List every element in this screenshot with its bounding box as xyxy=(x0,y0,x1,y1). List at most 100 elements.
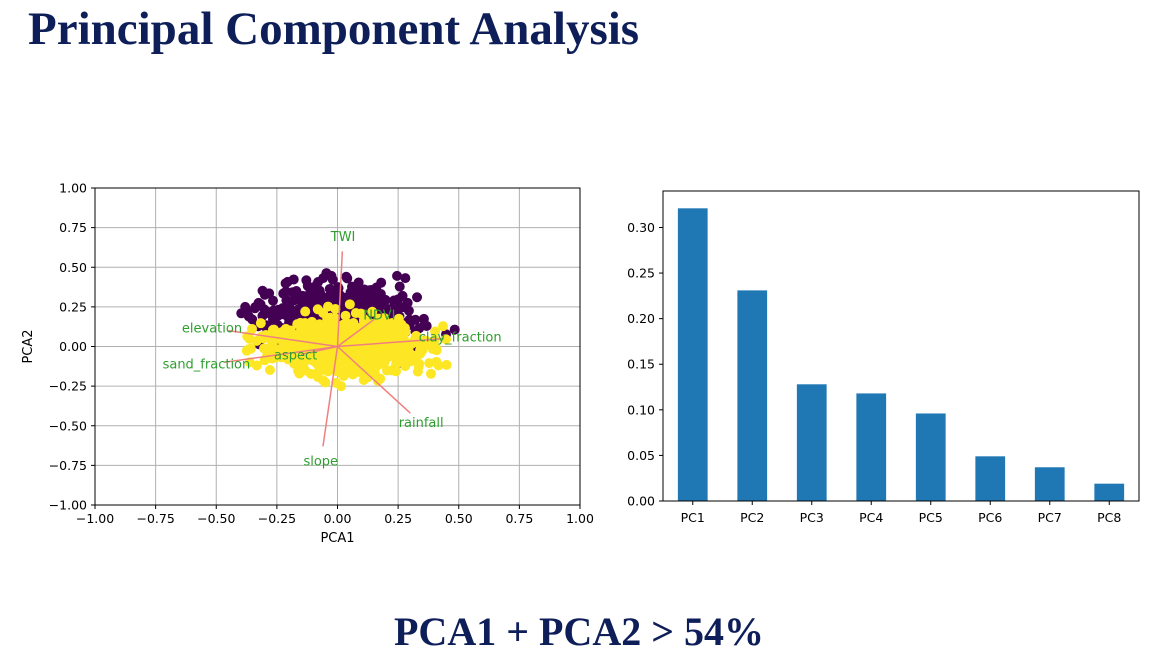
x-tick-label: −0.75 xyxy=(136,511,174,526)
bar-pc7 xyxy=(1034,467,1065,501)
scatter-point xyxy=(425,368,436,379)
bar-pc8 xyxy=(1094,483,1125,501)
scatter-point xyxy=(396,352,407,363)
scatter-point xyxy=(393,294,404,305)
x-tick-label: PC3 xyxy=(800,510,824,525)
bar-pc5 xyxy=(915,413,946,501)
y-tick-label: 0.20 xyxy=(627,311,655,326)
x-tick-label: 0.75 xyxy=(505,511,533,526)
scatter-point xyxy=(399,323,410,334)
x-tick-label: PC4 xyxy=(859,510,883,525)
scatter-point xyxy=(430,326,441,337)
biplot-points xyxy=(236,268,460,392)
x-tick-label: PC5 xyxy=(919,510,943,525)
loading-label-rainfall: rainfall xyxy=(399,416,444,431)
scatter-point xyxy=(328,321,339,332)
scatter-point xyxy=(379,352,390,363)
scatter-point xyxy=(240,301,251,312)
scatter-point xyxy=(342,273,353,284)
scatter-point xyxy=(253,297,264,308)
bar-pc4 xyxy=(856,393,887,501)
scatter-point xyxy=(264,364,275,375)
bar-pc3 xyxy=(796,384,827,501)
scatter-point xyxy=(358,374,369,385)
scatter-point xyxy=(394,281,405,292)
y-tick-label: 0.25 xyxy=(59,299,87,314)
slide-title: Principal Component Analysis xyxy=(28,3,640,55)
scatter-point xyxy=(395,335,406,346)
scatter-point xyxy=(369,345,380,356)
scatter-point xyxy=(359,314,370,325)
scatter-point xyxy=(346,368,357,379)
scatter-point xyxy=(412,292,423,303)
scatter-point xyxy=(291,285,302,296)
bar-pc1 xyxy=(677,208,708,501)
scatter-point xyxy=(376,277,387,288)
scatter-point xyxy=(281,309,292,320)
scatter-point xyxy=(449,324,460,335)
scatter-point xyxy=(295,356,306,367)
loading-label-TWI: TWI xyxy=(330,230,356,245)
scatter-point xyxy=(316,338,327,349)
scatter-point xyxy=(251,335,262,346)
loading-label-NDVI: NDVI xyxy=(363,309,395,324)
x-tick-label: −1.00 xyxy=(76,511,114,526)
scatter-point xyxy=(392,270,403,281)
loading-label-elevation: elevation xyxy=(182,321,242,336)
x-tick-label: 0.00 xyxy=(324,511,352,526)
y-tick-label: 0.15 xyxy=(627,357,655,372)
scatter-point xyxy=(441,359,452,370)
variance-summary: PCA1 + PCA2 > 54% xyxy=(394,609,764,654)
scatter-point xyxy=(304,282,315,293)
biplot-y-axis-label: PCA2 xyxy=(21,329,36,363)
scatter-point xyxy=(372,375,383,386)
scatter-point xyxy=(437,321,448,332)
scatter-point xyxy=(264,352,275,363)
scatter-point xyxy=(361,361,372,372)
scatter-point xyxy=(410,314,421,325)
x-tick-label: 0.50 xyxy=(445,511,473,526)
scatter-point xyxy=(326,270,337,281)
scatter-point xyxy=(350,285,361,296)
y-tick-label: −1.00 xyxy=(49,498,87,513)
y-tick-label: 0.05 xyxy=(627,448,655,463)
scatter-point xyxy=(415,345,426,356)
scatter-point xyxy=(380,302,391,313)
scatter-point xyxy=(271,309,282,320)
scatter-point xyxy=(295,339,306,350)
y-tick-label: 0.50 xyxy=(59,260,87,275)
y-tick-label: 0.25 xyxy=(627,266,655,281)
scatter-point xyxy=(400,273,411,284)
biplot-loading-arrows xyxy=(223,251,445,447)
scatter-point xyxy=(292,319,303,330)
scatter-point xyxy=(327,352,338,363)
scatter-point xyxy=(431,356,442,367)
scatter-point xyxy=(396,302,407,313)
scatter-point xyxy=(344,299,355,310)
scatter-point xyxy=(361,354,372,365)
loading-label-sand-fraction: sand_fraction xyxy=(163,358,251,373)
y-tick-label: 0.30 xyxy=(627,220,655,235)
scatter-point xyxy=(414,358,425,369)
scatter-point xyxy=(431,345,442,356)
scatter-point xyxy=(318,375,329,386)
loading-arrow-slope xyxy=(322,346,339,447)
scatter-point xyxy=(280,278,291,289)
scatter-point xyxy=(314,285,325,296)
x-tick-label: 1.00 xyxy=(566,511,594,526)
loading-label-aspect: aspect xyxy=(274,349,317,364)
scatter-point xyxy=(255,318,266,329)
scatter-point xyxy=(300,306,311,317)
bar-chart-ticks: PC1 PC2 PC3 PC4 PC5 PC6 PC7 PC8 0.00 0.05 0.10 0.15… xyxy=(627,220,1121,525)
scatter-point xyxy=(379,313,390,324)
scatter-point xyxy=(314,321,325,332)
scatter-point xyxy=(264,288,275,299)
biplot-ticks: −1.00 −0.75 −0.50 −0.25 0.00 0.25 0.50 0.75 1.00… xyxy=(49,181,594,527)
scatter-point xyxy=(259,304,270,315)
biplot-x-axis-label: PCA1 xyxy=(320,531,354,546)
scatter-point xyxy=(299,318,310,329)
y-tick-label: 0.75 xyxy=(59,220,87,235)
scatter-point xyxy=(372,337,383,348)
x-tick-label: PC2 xyxy=(740,510,764,525)
scatter-point xyxy=(268,324,279,335)
